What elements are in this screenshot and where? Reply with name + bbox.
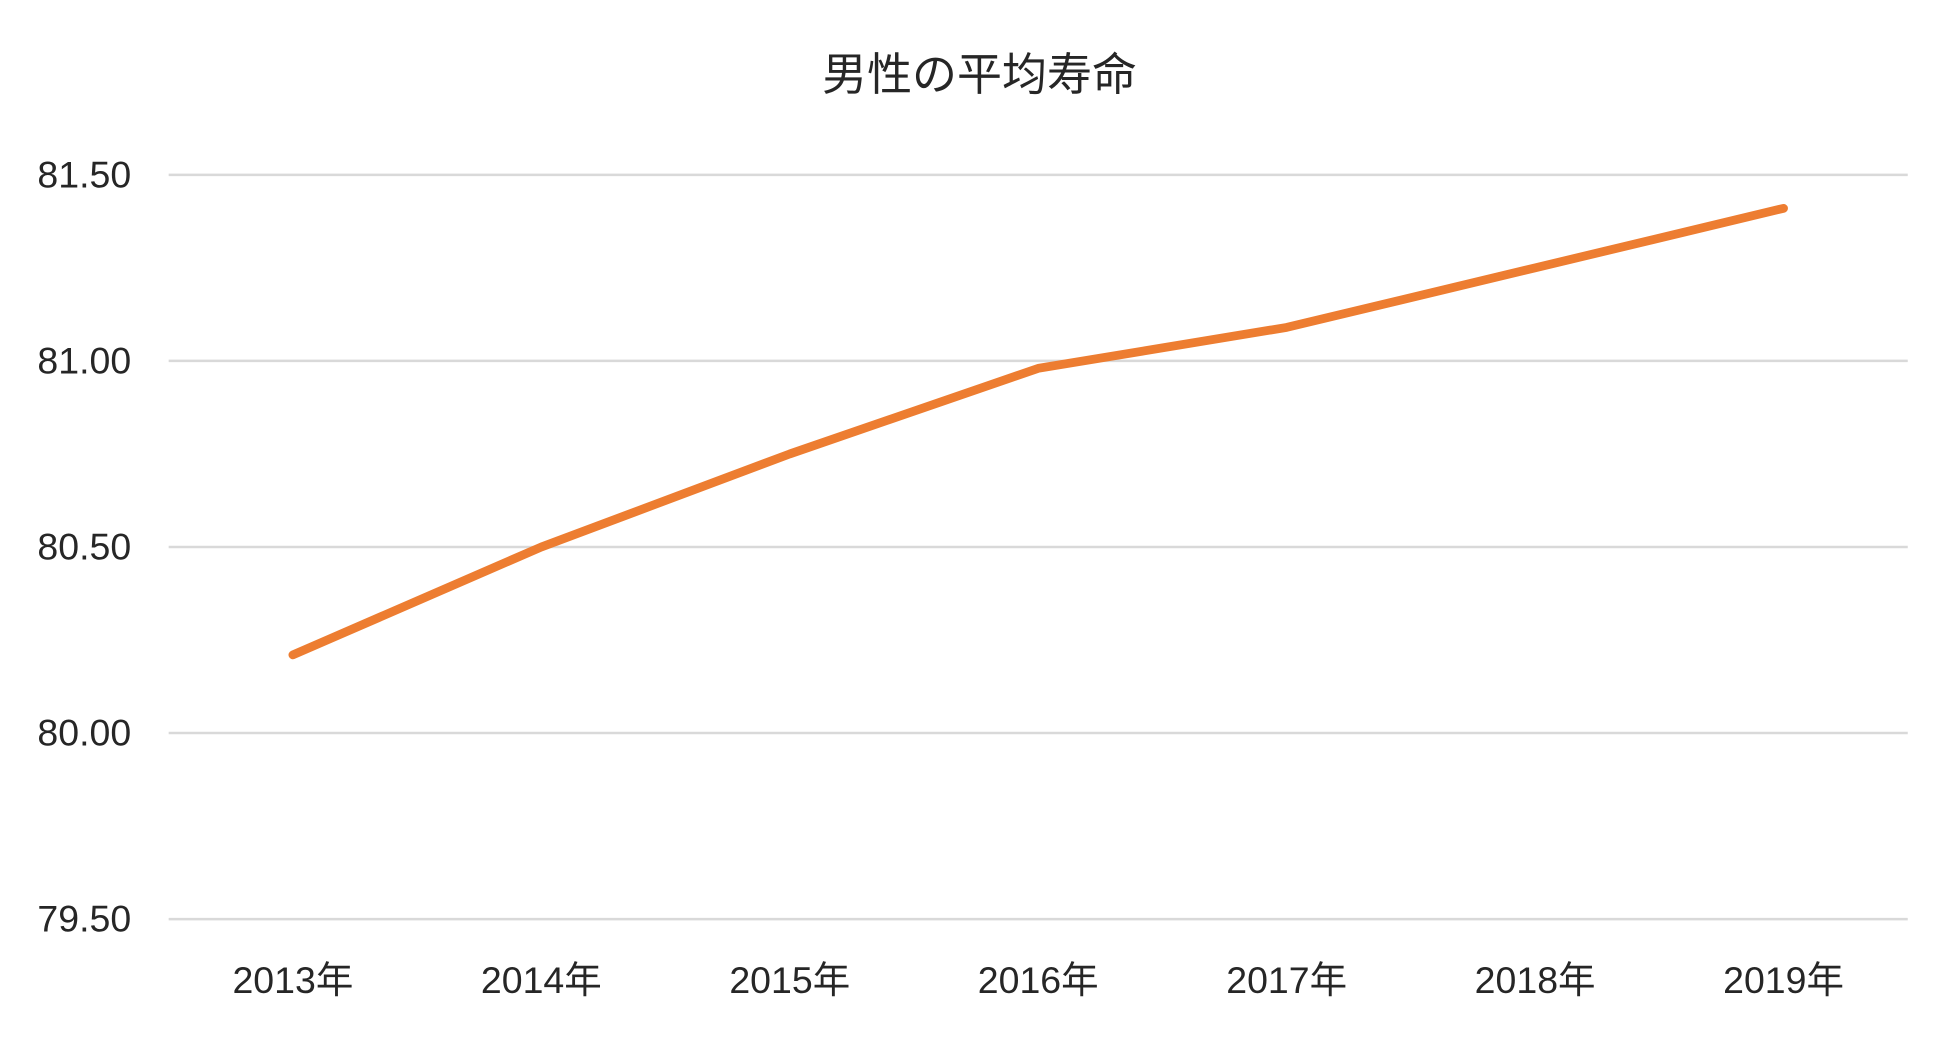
chart-title: 男性の平均寿命 xyxy=(822,48,1137,101)
x-tick-label: 2013年 xyxy=(232,959,353,1001)
x-tick-label: 2018年 xyxy=(1475,959,1596,1001)
x-tick-label: 2017年 xyxy=(1226,959,1347,1001)
y-tick-label: 81.50 xyxy=(37,153,131,195)
y-tick-label: 79.50 xyxy=(37,898,131,940)
series-line xyxy=(288,203,1788,660)
y-tick-label: 80.00 xyxy=(37,712,131,754)
x-tick-label: 2015年 xyxy=(729,959,850,1001)
y-tick-label: 81.00 xyxy=(37,339,131,381)
x-tick-label: 2019年 xyxy=(1723,959,1844,1001)
y-tick-label: 80.50 xyxy=(37,525,131,567)
x-tick-label: 2016年 xyxy=(978,959,1099,1001)
x-tick-label: 2014年 xyxy=(481,959,602,1001)
